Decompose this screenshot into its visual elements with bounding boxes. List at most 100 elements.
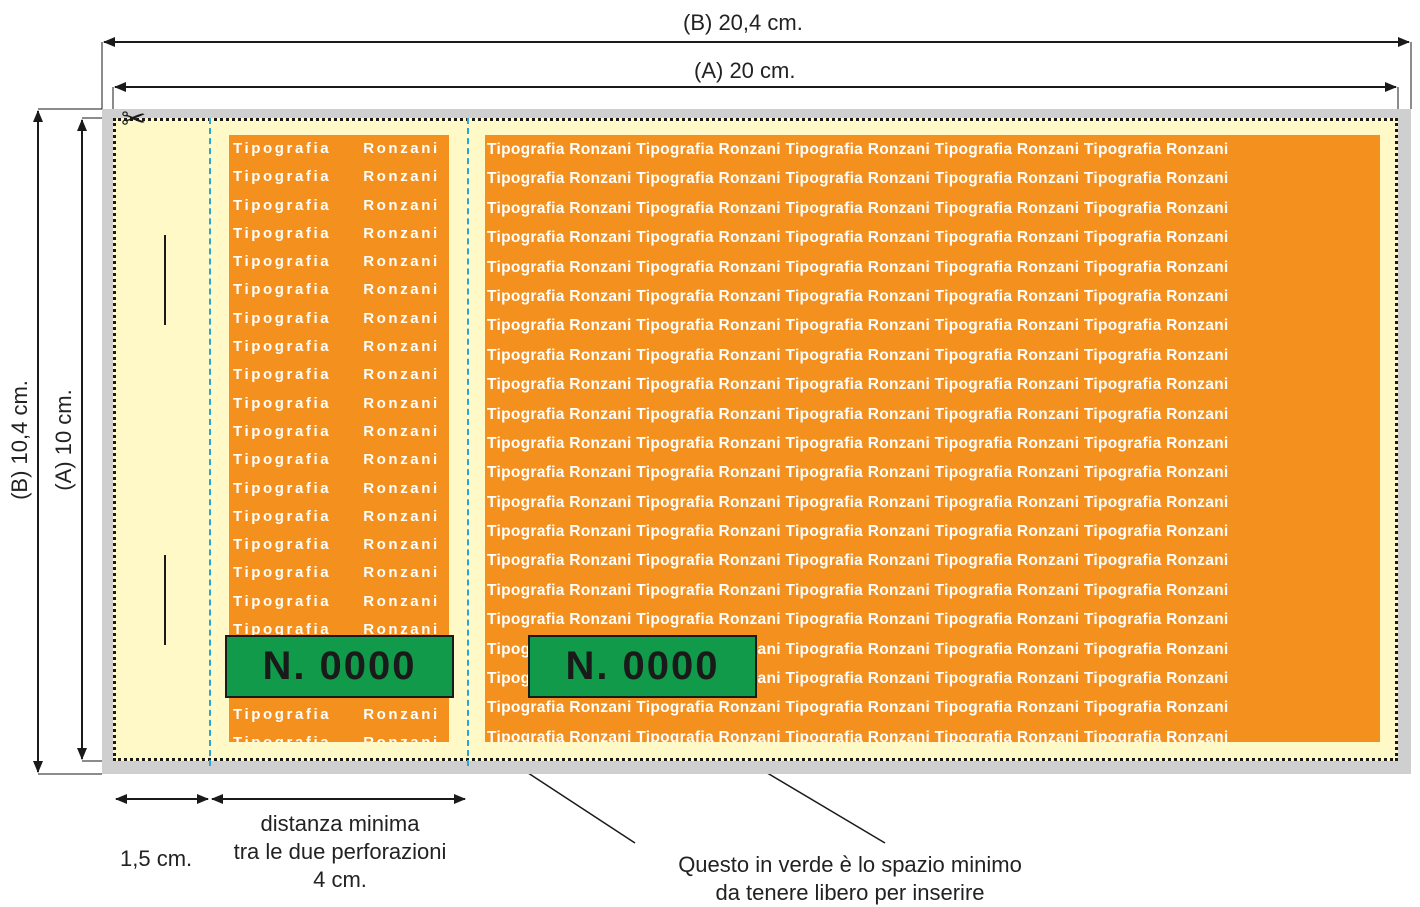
pattern-word: Ronzani [363, 451, 440, 469]
pattern-word: Ronzani [363, 729, 440, 742]
green-area-note: Questo in verde è lo spazio minimo da te… [640, 851, 1060, 907]
pattern-word: Ronzani [363, 196, 440, 214]
ticket-pattern-row: Tipografia Ronzani Tipografia Ronzani Ti… [487, 346, 1229, 364]
pattern-word: Tipografia [233, 394, 332, 412]
stub-mark-top [164, 235, 166, 325]
stub-pattern-row: Tipografia Ronzani [229, 248, 449, 276]
pattern-word: Ronzani [363, 394, 440, 412]
ticket-pattern-row: Tipografia Ronzani Tipografia Ronzani Ti… [487, 287, 1229, 305]
stub-pattern-row: Tipografia Ronzani [229, 729, 449, 742]
ticket-pattern-row: Tipografia Ronzani Tipografia Ronzani Ti… [487, 141, 1229, 158]
pattern-word: Tipografia [233, 734, 331, 742]
pattern-word: Ronzani [363, 705, 440, 723]
perforation-distance-line2: tra le due perforazioni [233, 839, 447, 864]
stub-width-label: 1,5 cm. [120, 846, 193, 871]
pattern-word: Ronzani [363, 507, 440, 525]
ticket-pattern-row: Tipografia Ronzani Tipografia Ronzani Ti… [487, 552, 1229, 570]
pattern-word: Ronzani [363, 338, 440, 356]
width-b-label: (B) 20,4 cm. [683, 10, 803, 35]
ticket-pattern-row: Tipografia Ronzani Tipografia Ronzani Ti… [487, 317, 1229, 335]
stub-pattern-row: Tipografia Ronzani [229, 163, 449, 191]
stub-pattern-row: Tipografia Ronzani [229, 135, 449, 163]
ticket-pattern-row: Tipografia Ronzani Tipografia Ronzani Ti… [487, 493, 1229, 511]
perforation-distance-line3: 4 cm. [313, 867, 367, 892]
scissors-icon: ✂ [121, 103, 147, 136]
ticket-pattern-row: Tipografia Ronzani Tipografia Ronzani Ti… [487, 728, 1229, 742]
pattern-word: Tipografia [233, 253, 332, 271]
stub-pattern-row: Tipografia Ronzani [229, 503, 449, 531]
ticket-pattern-row: Tipografia Ronzani Tipografia Ronzani Ti… [487, 523, 1229, 541]
stub-pattern-row: Tipografia Ronzani [229, 616, 449, 644]
pattern-word: Ronzani [363, 422, 440, 440]
stub-pattern-row: Tipografia Ronzani [229, 418, 449, 446]
perforation-line-left [209, 118, 211, 766]
ticket-pattern-row: Tipografia Ronzani Tipografia Ronzani Ti… [487, 376, 1229, 394]
ticket-pattern-row: Tipografia Ronzani Tipografia Ronzani Ti… [487, 405, 1229, 423]
stub-pattern-row: Tipografia Ronzani [229, 361, 449, 389]
pattern-word: Ronzani [363, 140, 440, 157]
pattern-word: Ronzani [363, 479, 440, 497]
note-line1: Questo in verde è lo spazio minimo [678, 852, 1022, 877]
ticket-pattern-row: Tipografia Ronzani Tipografia Ronzani Ti… [487, 464, 1229, 482]
pattern-word: Ronzani [363, 564, 440, 582]
pattern-word: Ronzani [363, 536, 440, 554]
width-a-label: (A) 20 cm. [694, 58, 796, 83]
ticket-pattern-row: Tipografia Ronzani Tipografia Ronzani Ti… [487, 699, 1229, 717]
ticket-pattern-row: Tipografia Ronzani Tipografia Ronzani Ti… [487, 229, 1229, 247]
stub-pattern-row: Tipografia Ronzani [229, 390, 449, 418]
pattern-word: Ronzani [363, 621, 440, 639]
pattern-word: Tipografia [233, 479, 332, 497]
pattern-word: Tipografia [233, 196, 332, 214]
height-a-label: (A) 10 cm. [51, 389, 76, 491]
pattern-word: Ronzani [363, 224, 440, 242]
pattern-word: Tipografia [233, 281, 332, 299]
ticket-pattern-row: Tipografia Ronzani Tipografia Ronzani Ti… [487, 199, 1229, 217]
note-line2: da tenere libero per inserire [715, 880, 985, 905]
pattern-word: Tipografia [233, 536, 332, 554]
stub-pattern-row: Tipografia Ronzani [229, 192, 449, 220]
stub-pattern-row: Tipografia Ronzani [229, 446, 449, 474]
pattern-word: Ronzani [363, 366, 440, 384]
pattern-word: Tipografia [233, 309, 332, 327]
stub-pattern-row: Tipografia Ronzani [229, 588, 449, 616]
pattern-word: Tipografia [233, 338, 332, 356]
stub-pattern-row: Tipografia Ronzani [229, 333, 449, 361]
stub-pattern-row: Tipografia Ronzani [229, 475, 449, 503]
stub-pattern-row: Tipografia Ronzani [229, 305, 449, 333]
pattern-word: Ronzani [363, 253, 440, 271]
pattern-word: Tipografia [233, 366, 332, 384]
pattern-word: Ronzani [363, 309, 440, 327]
ticket-pattern-row: Tipografia Ronzani Tipografia Ronzani Ti… [487, 258, 1229, 276]
stub-mark-bottom [164, 555, 166, 645]
stub-pattern-row: Tipografia Ronzani [229, 701, 449, 729]
perforation-distance-line1: distanza minima [260, 811, 420, 836]
stub-pattern: Tipografia Ronzani Tipografia Ronzani Tipogr… [229, 135, 449, 742]
pattern-word: Tipografia [233, 422, 332, 440]
ticket-pattern-row: Tipografia Ronzani Tipografia Ronzani Ti… [487, 170, 1229, 188]
pattern-word: Tipografia [233, 705, 332, 723]
perforation-line-right [467, 118, 469, 766]
pattern-word: Tipografia [233, 564, 332, 582]
stub-pattern-row: Tipografia Ronzani [229, 220, 449, 248]
height-b-label: (B) 10,4 cm. [7, 380, 32, 500]
number-box-ticket: N. 0000 [528, 635, 757, 698]
number-box-stub: N. 0000 [225, 635, 454, 698]
ticket-pattern-row: Tipografia Ronzani Tipografia Ronzani Ti… [487, 611, 1229, 629]
pattern-word: Tipografia [233, 140, 332, 157]
ticket-pattern-row: Tipografia Ronzani Tipografia Ronzani Ti… [487, 434, 1229, 452]
stub-pattern-row: Tipografia Ronzani [229, 559, 449, 587]
pattern-word: Ronzani [363, 281, 440, 299]
pattern-word: Ronzani [363, 592, 440, 610]
pattern-word: Tipografia [233, 168, 332, 186]
ticket-pattern: Tipografia Ronzani Tipografia Ronzani Ti… [485, 135, 1380, 742]
stub-pattern-row: Tipografia Ronzani [229, 276, 449, 304]
ticket-pattern-row: Tipografia Ronzani Tipografia Ronzani Ti… [487, 581, 1229, 599]
pattern-word: Tipografia [233, 621, 332, 639]
pattern-word: Tipografia [233, 451, 332, 469]
pattern-word: Tipografia [233, 592, 332, 610]
pattern-word: Tipografia [233, 507, 332, 525]
stub-pattern-row: Tipografia Ronzani [229, 531, 449, 559]
perforation-distance-label: distanza minima tra le due perforazioni … [210, 810, 470, 894]
pattern-word: Tipografia [233, 224, 332, 242]
